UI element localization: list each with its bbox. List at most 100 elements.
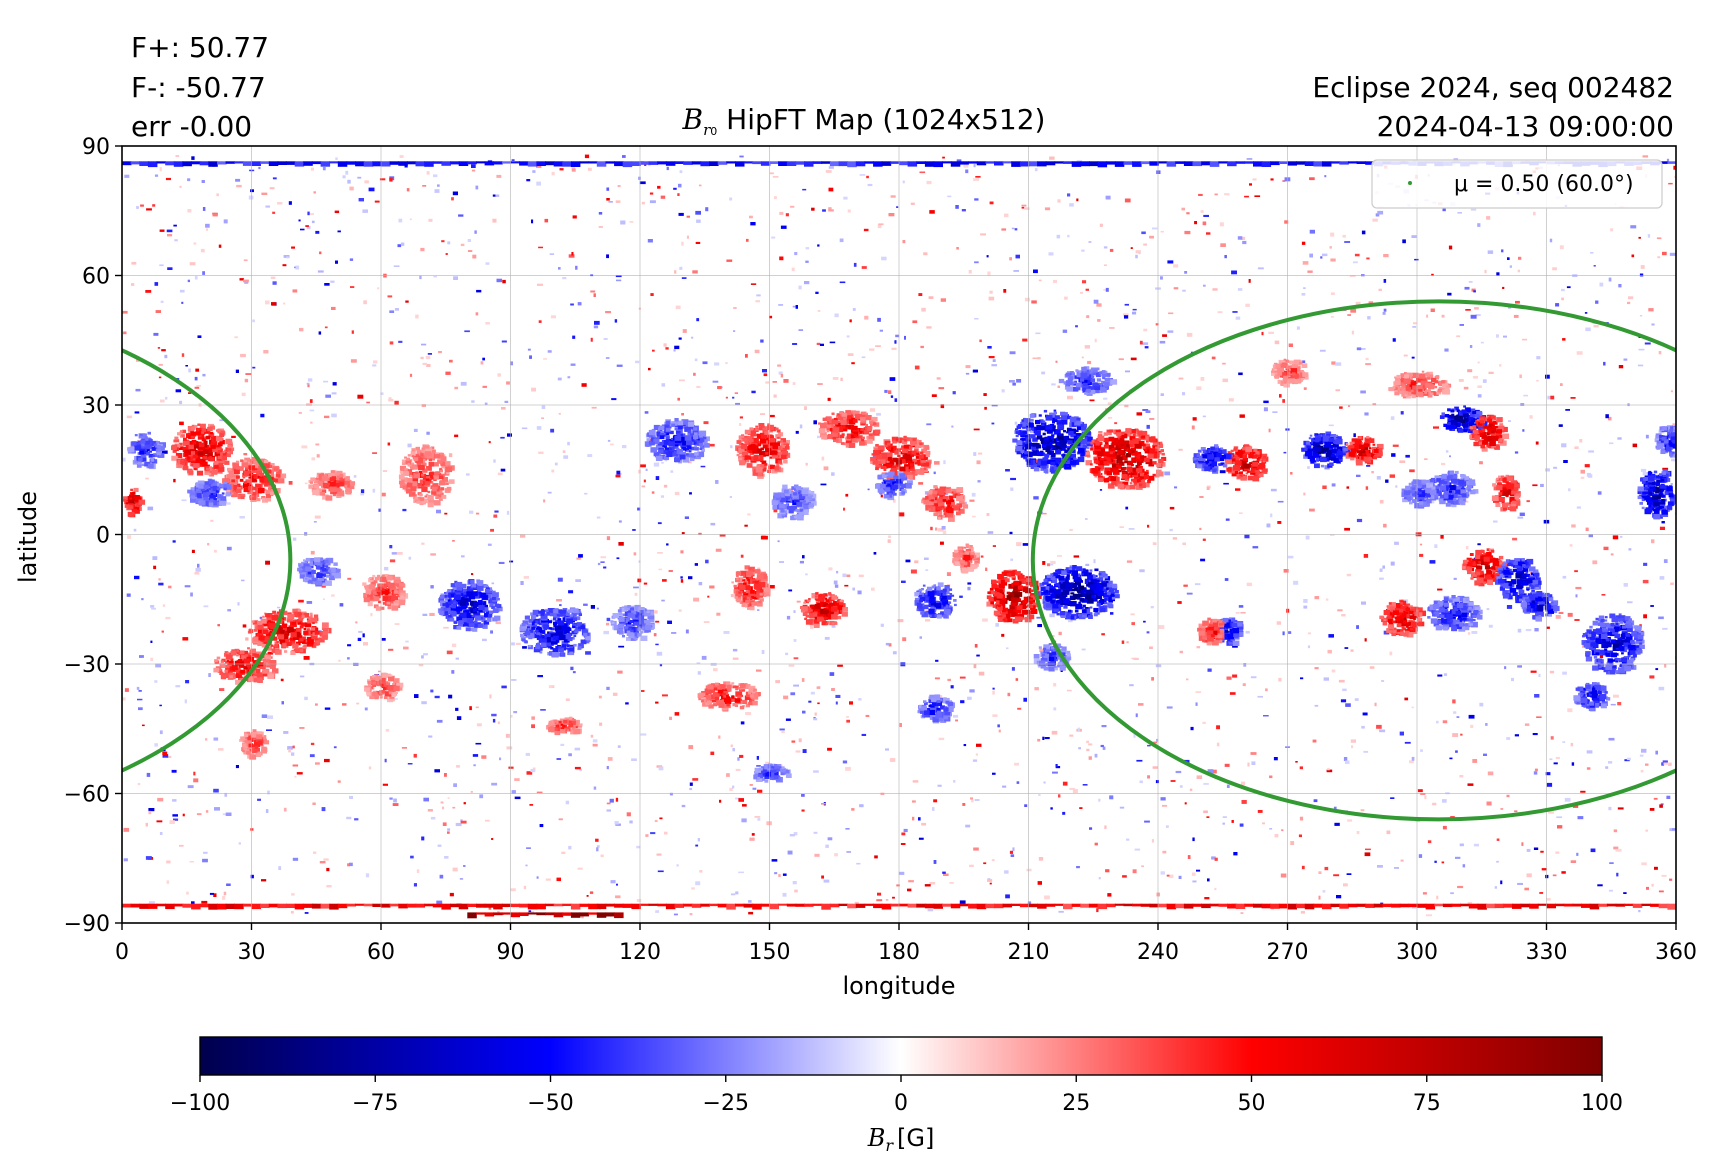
speckle-dot — [1270, 488, 1277, 492]
speckle-dot — [593, 786, 597, 790]
region-cell — [141, 463, 145, 467]
speckle-dot — [326, 885, 332, 888]
speckle-dot — [1003, 289, 1007, 293]
region-cell — [301, 615, 305, 618]
speckle-dot — [507, 433, 512, 437]
speckle-dot — [1194, 583, 1201, 586]
region-cell — [180, 430, 184, 433]
speckle-dot — [1626, 757, 1631, 761]
speckle-dot — [269, 187, 275, 190]
region-cell — [227, 448, 230, 452]
region-cell — [471, 615, 475, 618]
speckle-dot — [1525, 629, 1532, 632]
speckle-dot — [1048, 252, 1054, 256]
region-cell — [239, 478, 244, 482]
region-cell — [198, 500, 202, 504]
region-cell — [314, 638, 320, 642]
speckle-dot — [696, 219, 701, 223]
speckle-dot — [409, 218, 412, 221]
speckle-dot — [596, 607, 599, 610]
speckle-dot — [1502, 286, 1505, 289]
speckle-dot — [1245, 303, 1250, 307]
speckle-dot — [680, 576, 683, 579]
speckle-dot — [991, 859, 995, 862]
speckle-dot — [959, 900, 966, 904]
speckle-dot — [1658, 509, 1663, 512]
speckle-dot — [138, 707, 143, 711]
speckle-dot — [388, 398, 394, 402]
region-cell — [299, 570, 303, 573]
speckle-dot — [1081, 356, 1084, 359]
region-cell — [558, 646, 562, 649]
speckle-dot — [1546, 782, 1553, 787]
speckle-dot — [1303, 599, 1308, 603]
speckle-dot — [1623, 583, 1628, 587]
speckle-dot — [418, 664, 424, 667]
speckle-dot — [362, 209, 368, 213]
region-cell — [252, 620, 259, 625]
speckle-dot — [1363, 554, 1369, 558]
region-cell — [548, 627, 552, 630]
speckle-dot — [1269, 775, 1273, 779]
region-cell — [224, 485, 231, 490]
speckle-dot — [1093, 299, 1099, 304]
speckle-dot — [310, 421, 313, 424]
speckle-dot — [1549, 238, 1553, 243]
region-cell — [133, 509, 138, 513]
region-cell — [572, 608, 579, 614]
speckle-dot — [600, 556, 606, 559]
region-cell — [177, 432, 181, 436]
region-cell — [253, 492, 260, 498]
speckle-dot — [1424, 795, 1427, 800]
region-cell — [552, 648, 559, 653]
speckle-dot — [438, 351, 442, 354]
speckle-dot — [491, 782, 498, 786]
region-cell — [580, 625, 586, 630]
speckle-dot — [653, 633, 657, 637]
speckle-dot — [1206, 487, 1210, 490]
speckle-dot — [1037, 624, 1042, 628]
region-cell — [195, 431, 201, 436]
speckle-dot — [681, 532, 685, 535]
region-cell — [309, 612, 313, 615]
region-cell — [310, 565, 314, 569]
speckle-dot — [1560, 383, 1563, 386]
region-cell — [222, 478, 230, 484]
speckle-dot — [1257, 695, 1263, 698]
region-cell — [243, 487, 250, 493]
speckle-dot — [1361, 725, 1365, 729]
speckle-dot — [149, 901, 155, 904]
speckle-dot — [696, 385, 701, 388]
speckle-dot — [674, 270, 677, 274]
speckle-dot — [1545, 772, 1551, 776]
speckle-dot — [1563, 460, 1568, 463]
speckle-dot — [919, 636, 922, 639]
region-cell — [541, 635, 544, 638]
speckle-dot — [1620, 535, 1623, 538]
speckle-dot — [574, 747, 581, 751]
speckle-dot — [664, 831, 668, 835]
region-cell — [217, 669, 223, 673]
speckle-dot — [1356, 474, 1361, 477]
speckle-dot — [530, 768, 536, 773]
speckle-dot — [586, 895, 589, 897]
speckle-dot — [536, 426, 542, 430]
speckle-dot — [959, 595, 963, 598]
speckle-dot — [802, 188, 807, 191]
region-cell — [285, 632, 288, 635]
region-cell — [214, 659, 218, 663]
speckle-dot — [606, 617, 611, 622]
speckle-dot — [562, 450, 566, 453]
region-cell — [148, 439, 153, 443]
speckle-dot — [1282, 180, 1286, 182]
speckle-dot — [755, 300, 760, 303]
region-cell — [431, 477, 435, 480]
speckle-dot — [427, 353, 432, 355]
region-cell — [147, 431, 151, 435]
speckle-dot — [1142, 409, 1149, 411]
speckle-dot — [185, 365, 188, 367]
speckle-dot — [703, 621, 710, 623]
region-cell — [312, 578, 317, 582]
region-cell — [219, 433, 225, 437]
speckle-dot — [1039, 648, 1044, 653]
